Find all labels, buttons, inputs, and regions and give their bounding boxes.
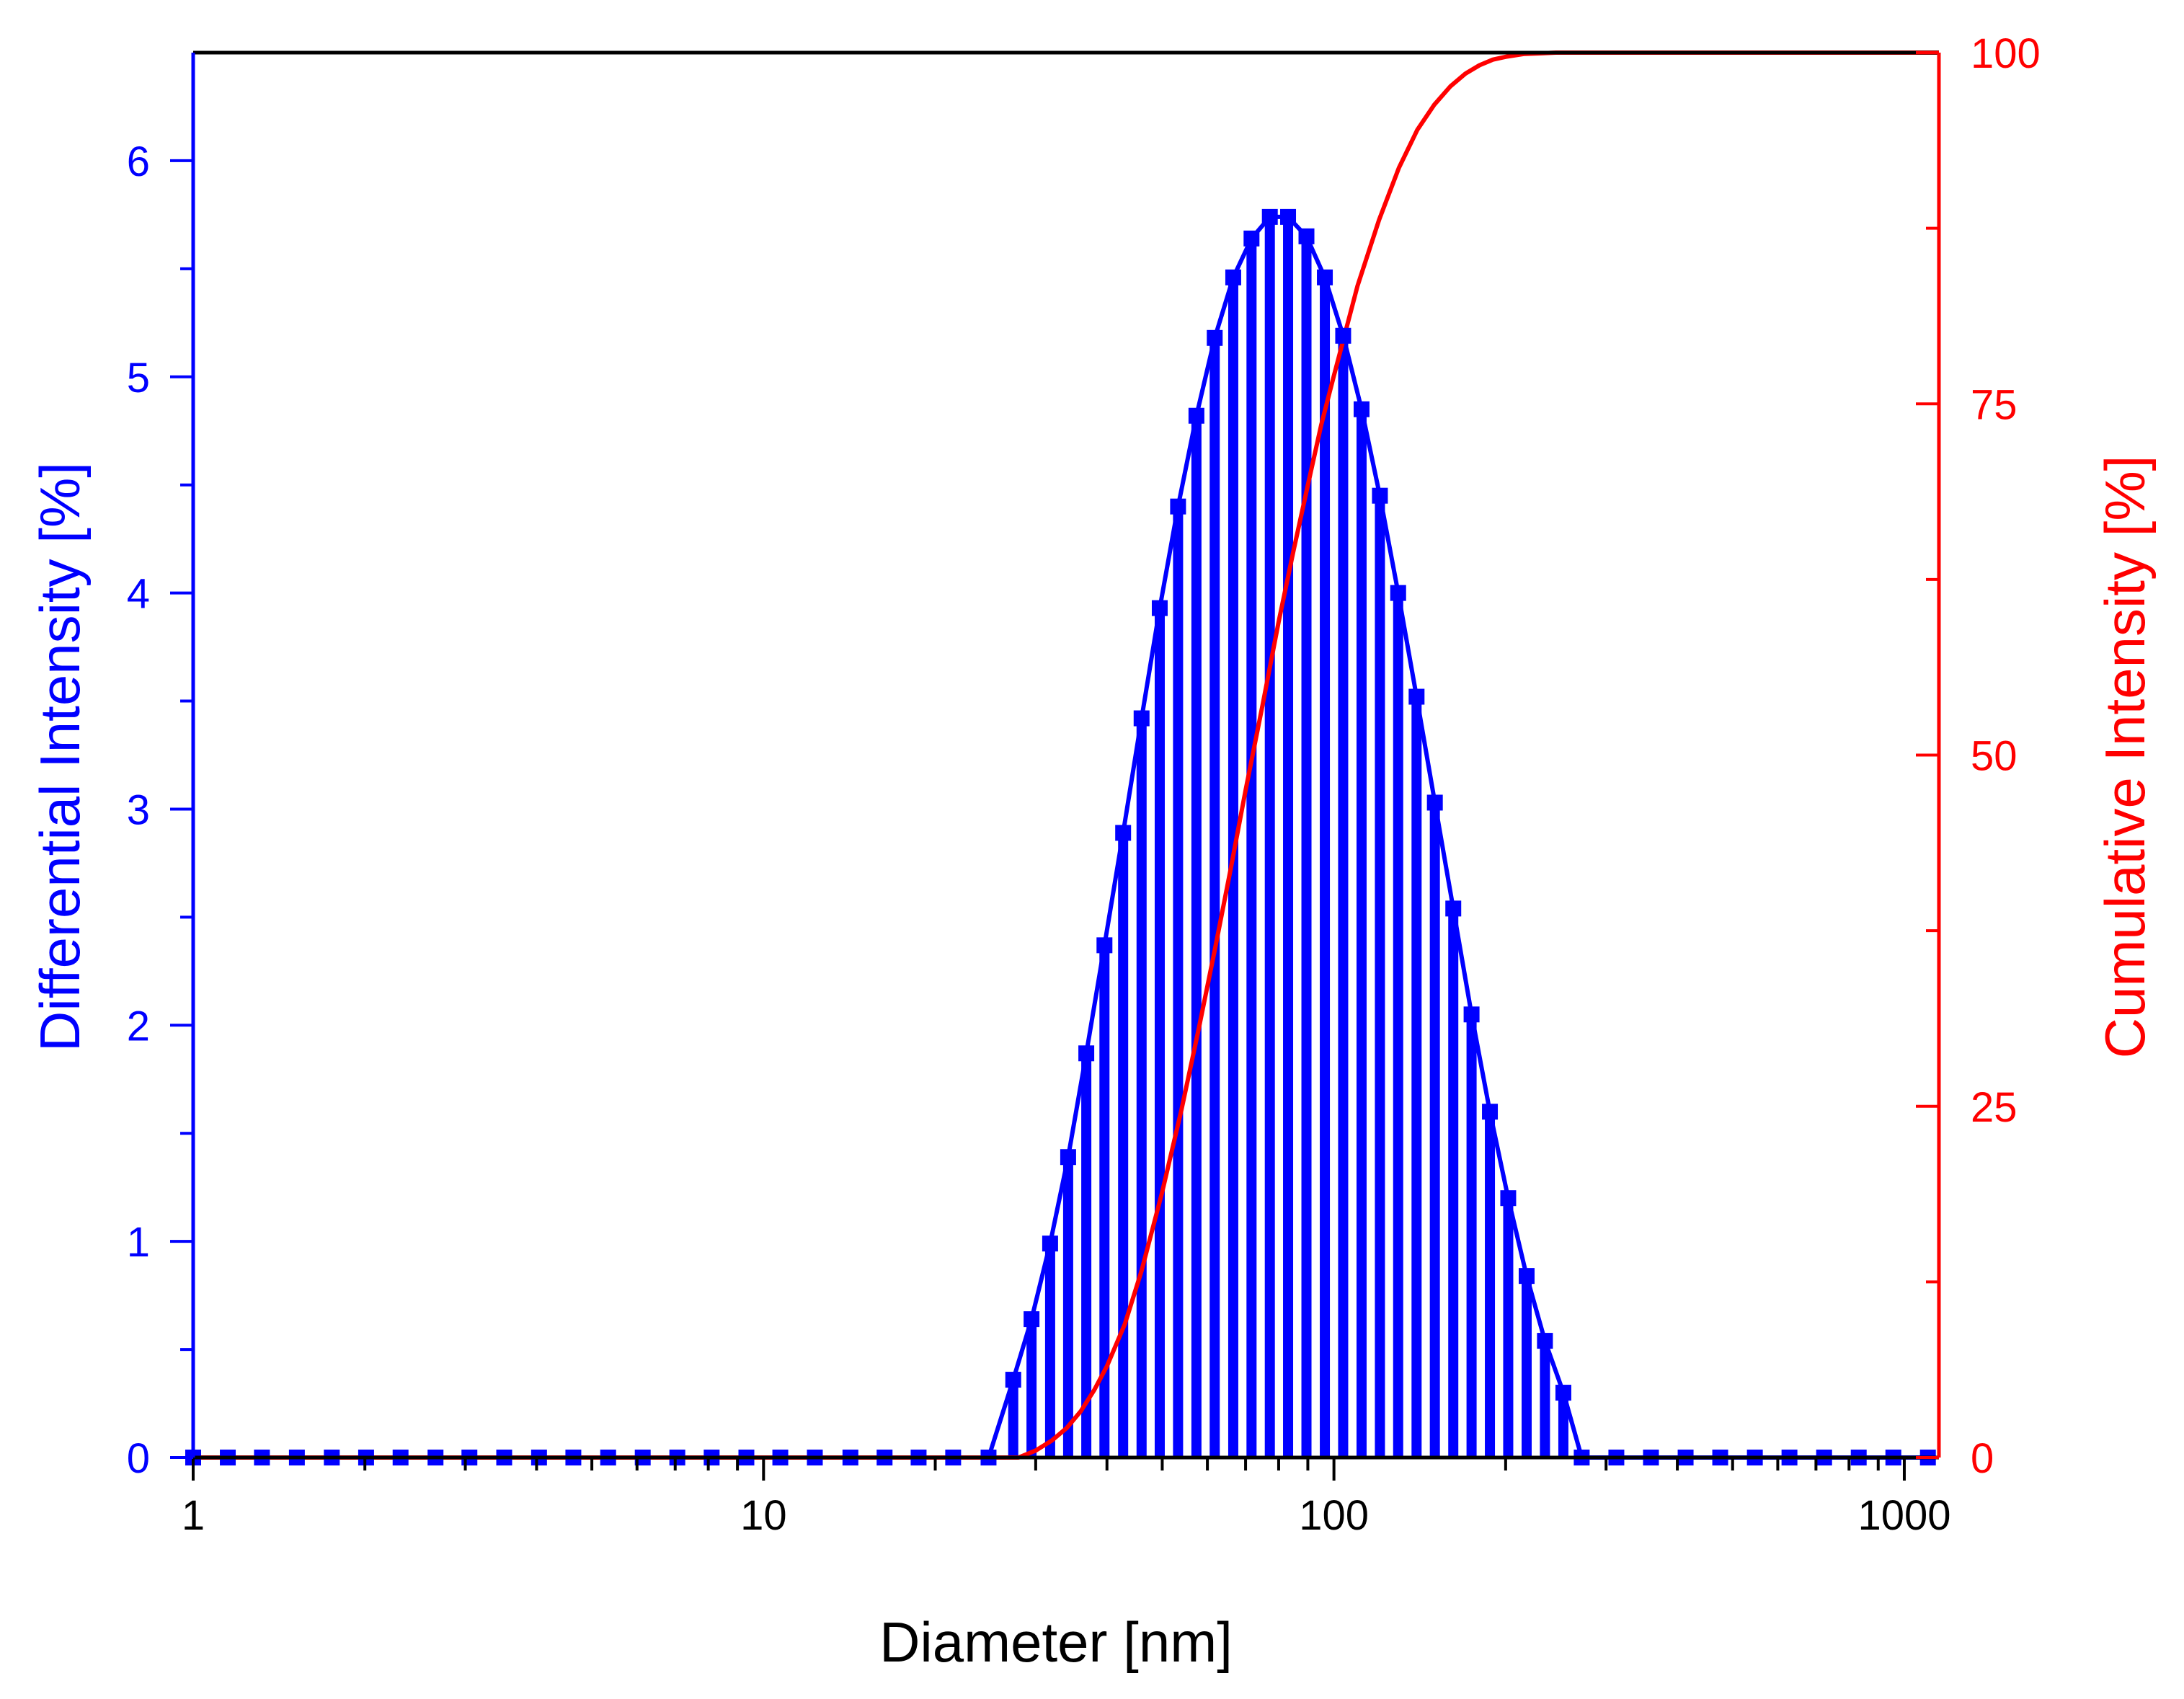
differential-marker xyxy=(1463,1006,1480,1023)
differential-marker xyxy=(1024,1311,1040,1328)
differential-bar xyxy=(1081,1053,1092,1458)
y-tick-label-left: 3 xyxy=(127,786,150,833)
differential-marker xyxy=(1078,1045,1095,1062)
differential-bar xyxy=(1008,1380,1018,1458)
y-tick-label-right: 50 xyxy=(1971,733,2017,780)
differential-marker xyxy=(1170,498,1186,515)
y-tick-label-left: 6 xyxy=(127,138,150,185)
differential-marker xyxy=(1060,1149,1076,1166)
x-tick-label: 1000 xyxy=(1857,1492,1950,1539)
differential-marker xyxy=(1537,1333,1553,1349)
differential-marker xyxy=(1372,487,1388,504)
differential-marker xyxy=(1188,407,1204,424)
differential-marker xyxy=(1261,208,1278,225)
y-axis-title-right: Cumulative Intensity [%] xyxy=(2093,456,2157,1059)
differential-marker xyxy=(1317,269,1333,285)
differential-bar xyxy=(1320,277,1331,1458)
differential-marker xyxy=(1133,710,1150,727)
differential-marker xyxy=(1225,269,1241,285)
differential-bar xyxy=(1540,1341,1550,1458)
differential-marker xyxy=(1298,228,1315,244)
differential-bar xyxy=(1448,908,1459,1458)
differential-bars xyxy=(1008,216,1568,1458)
x-axis-title: Diameter [nm] xyxy=(879,1610,1233,1674)
differential-bar xyxy=(1301,236,1312,1458)
y-tick-label-right: 100 xyxy=(1971,30,2041,77)
differential-bar xyxy=(1118,833,1129,1458)
y-tick-label-left: 2 xyxy=(127,1003,150,1050)
differential-marker xyxy=(1519,1268,1535,1285)
differential-bar xyxy=(1154,608,1165,1458)
differential-bar xyxy=(1136,718,1147,1458)
y-tick-label-right: 0 xyxy=(1971,1435,1994,1482)
differential-marker xyxy=(1335,327,1351,344)
differential-marker xyxy=(1042,1236,1058,1252)
differential-bar xyxy=(1522,1276,1532,1458)
differential-bar xyxy=(1338,335,1349,1458)
x-tick-label: 10 xyxy=(740,1492,787,1539)
x-tick-label: 100 xyxy=(1299,1492,1369,1539)
differential-bar xyxy=(1062,1157,1073,1458)
differential-marker xyxy=(1096,937,1113,954)
differential-bar xyxy=(1485,1112,1496,1458)
differential-marker xyxy=(1426,794,1443,811)
differential-marker xyxy=(1243,230,1260,247)
y-tick-label-left: 0 xyxy=(127,1435,150,1482)
differential-marker xyxy=(1445,900,1462,917)
differential-bar xyxy=(1429,802,1440,1458)
differential-marker xyxy=(1151,600,1168,616)
differential-marker xyxy=(1482,1104,1499,1120)
y-tick-label-left: 4 xyxy=(127,571,150,618)
y-axis-title-left: Differential Intensity [%] xyxy=(28,462,92,1052)
y-tick-label-right: 25 xyxy=(1971,1084,2017,1131)
differential-bar xyxy=(1375,495,1385,1458)
differential-markers xyxy=(185,208,1936,1465)
y-tick-label-left: 1 xyxy=(127,1219,150,1266)
differential-bar xyxy=(1044,1243,1055,1458)
differential-marker xyxy=(1555,1385,1571,1401)
differential-marker xyxy=(1207,329,1223,346)
differential-marker xyxy=(1500,1190,1517,1207)
differential-bar xyxy=(1283,216,1294,1458)
differential-bar xyxy=(1503,1198,1514,1458)
differential-marker xyxy=(1280,208,1297,225)
differential-marker xyxy=(1408,688,1425,705)
differential-bar xyxy=(1466,1014,1477,1458)
differential-marker xyxy=(1115,825,1132,841)
differential-marker xyxy=(1353,401,1370,417)
differential-bar xyxy=(1228,277,1238,1458)
differential-bar xyxy=(1099,945,1110,1458)
differential-bar xyxy=(1209,337,1220,1458)
differential-marker xyxy=(1005,1372,1021,1388)
differential-bar xyxy=(1264,216,1275,1458)
differential-bar xyxy=(1411,696,1422,1458)
y-tick-label-left: 5 xyxy=(127,355,150,402)
differential-marker xyxy=(1390,585,1406,601)
differential-bar xyxy=(1393,593,1403,1458)
differential-bar xyxy=(1246,238,1257,1458)
differential-bar xyxy=(1356,409,1367,1458)
y-tick-label-right: 75 xyxy=(1971,381,2017,428)
differential-bar xyxy=(1173,506,1184,1458)
x-tick-label: 1 xyxy=(182,1492,205,1539)
differential-bar xyxy=(1026,1319,1037,1458)
differential-bar xyxy=(1191,415,1202,1458)
